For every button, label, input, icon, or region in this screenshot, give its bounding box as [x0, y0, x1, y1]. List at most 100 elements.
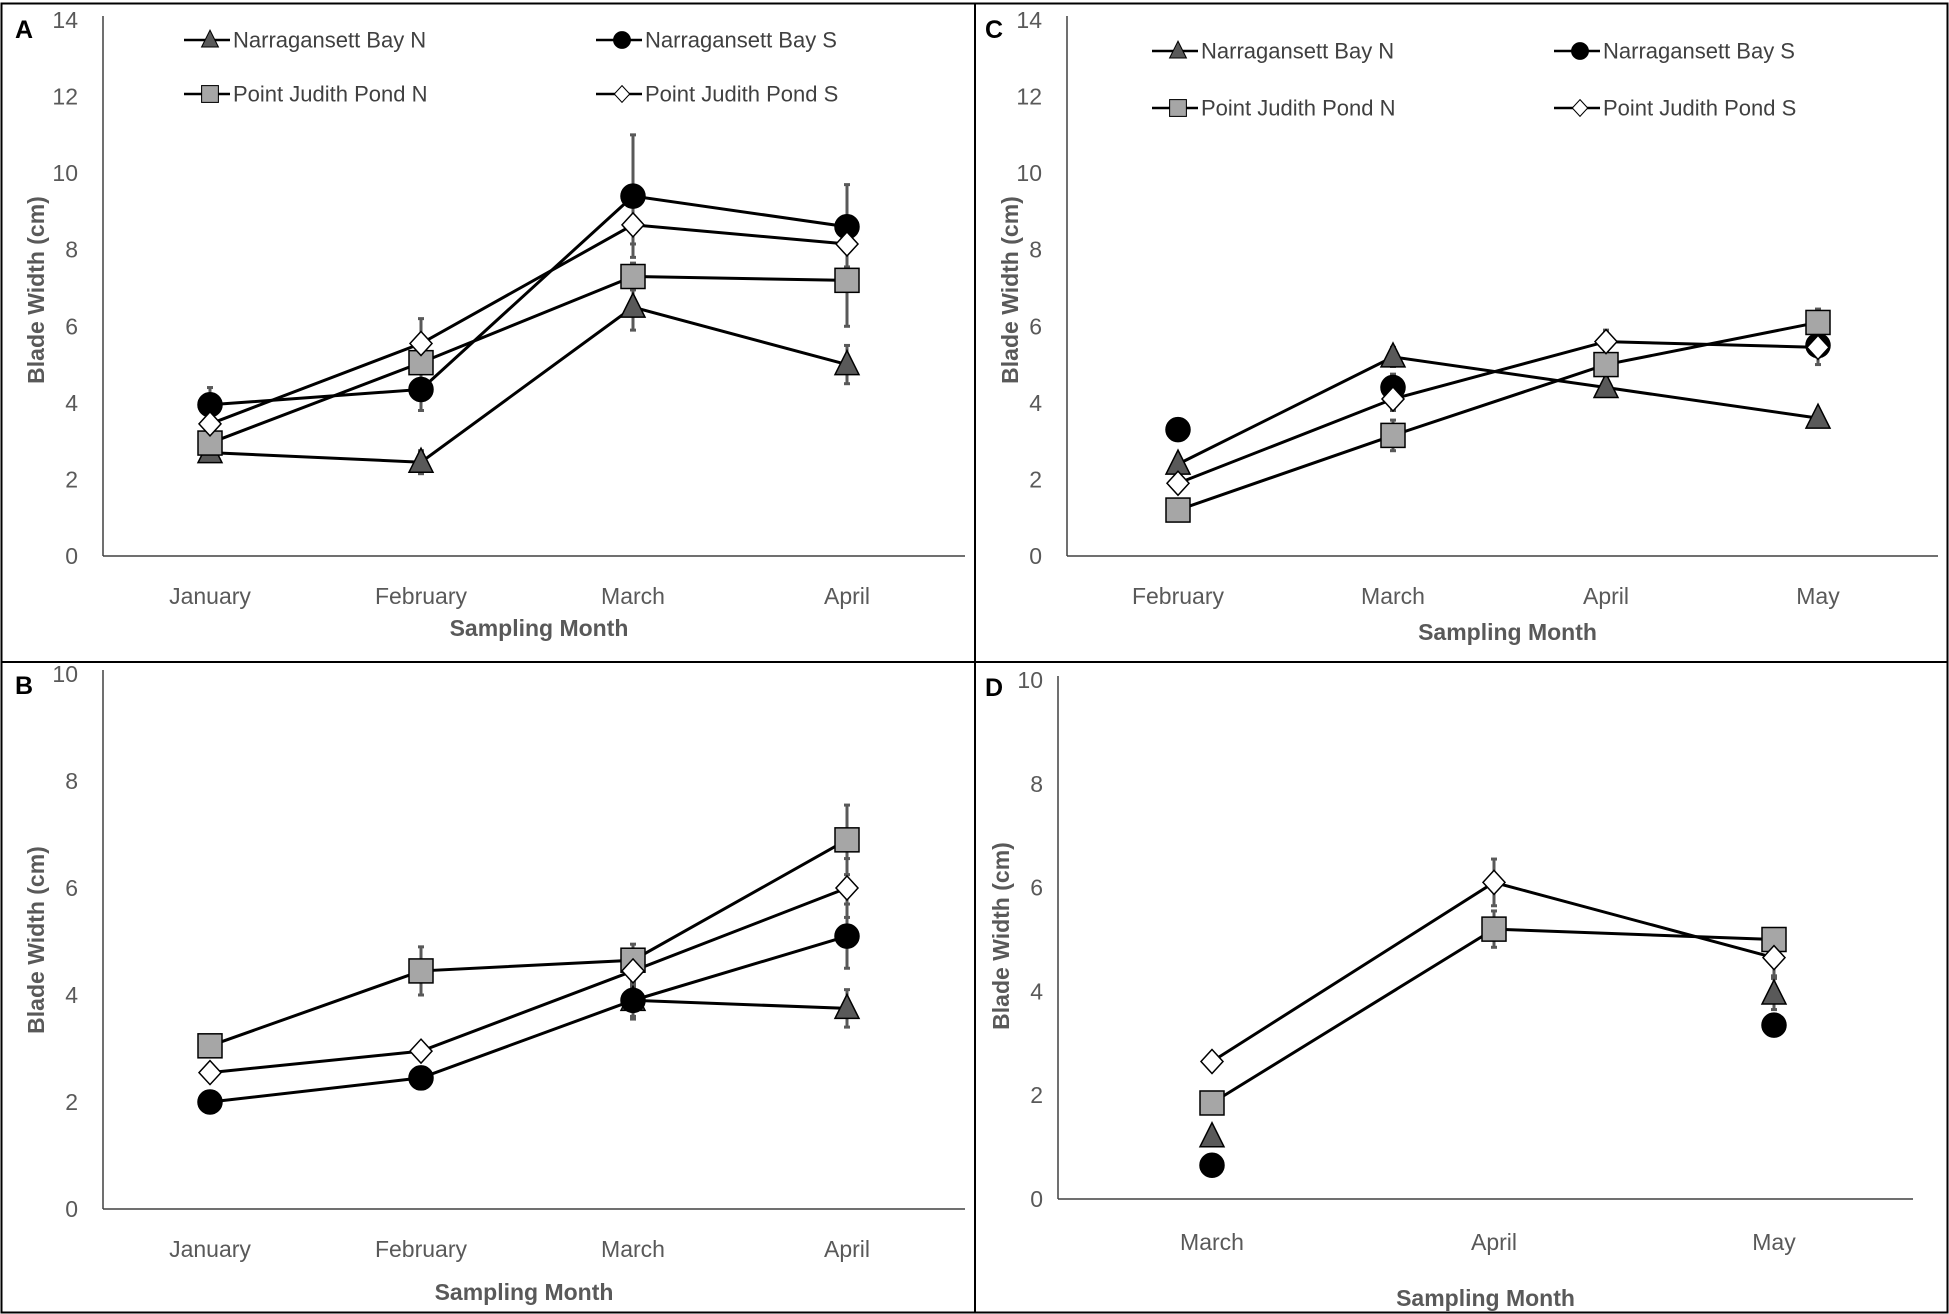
legend-label-narragansett-bay-s: Narragansett Bay S: [1603, 39, 1795, 64]
series-line-point-judith-pond-s: [209, 886, 848, 1075]
series-line-narragansett-bay-n: [632, 998, 848, 1010]
legend-label-narragansett-bay-s: Narragansett Bay S: [645, 28, 837, 53]
y-tick-label: 4: [65, 390, 78, 416]
x-axis-title: Sampling Month: [1418, 619, 1597, 645]
point-point-judith-pond-n: [620, 263, 646, 290]
legend-marker-narragansett-bay-n: [200, 29, 220, 48]
series-markers: [196, 183, 861, 473]
point-narragansett-bay-s: [834, 923, 860, 949]
panel-letter: B: [15, 672, 33, 700]
legend-marker-narragansett-bay-n: [1168, 40, 1188, 59]
legend: Narragansett Bay N Narragansett Bay S Poin…: [184, 28, 838, 107]
y-tick-label: 0: [1029, 543, 1042, 569]
y-tick-label: 2: [65, 1089, 78, 1115]
point-point-judith-pond-n: [197, 1033, 223, 1059]
y-tick-label: 0: [65, 1196, 78, 1222]
y-axis-title: Blade Width (cm): [988, 842, 1014, 1030]
legend-label-point-judith-pond-n: Point Judith Pond N: [233, 82, 427, 107]
point-point-judith-pond-s: [1761, 944, 1787, 971]
series-markers: [1164, 309, 1832, 523]
point-point-judith-pond-s: [197, 1059, 223, 1086]
legend-marker-point-judith-pond-n: [1169, 99, 1187, 117]
y-tick-label: 10: [1016, 160, 1042, 186]
legend-marker-narragansett-bay-s: [1571, 42, 1589, 60]
y-tick-label: 8: [65, 768, 78, 794]
point-point-judith-pond-s: [620, 957, 646, 985]
point-point-judith-pond-n: [1165, 497, 1191, 523]
series-line-narragansett-bay-s: [209, 194, 848, 407]
series-lines: [1177, 320, 1819, 512]
y-tick-label: 8: [1030, 771, 1043, 797]
point-point-judith-pond-n: [1199, 1090, 1225, 1116]
panel-letter: D: [985, 674, 1003, 702]
point-point-judith-pond-s: [1593, 328, 1619, 355]
series-lines: [209, 838, 848, 1104]
panels: A 0 2 4 6 8 10 12 14 January February March April Sam…: [15, 7, 1938, 1311]
y-tick-label: 4: [1029, 390, 1042, 416]
legend-marker-narragansett-bay-s: [613, 31, 631, 49]
legend-marker-point-judith-pond-s: [1571, 98, 1589, 118]
legend-label-narragansett-bay-n: Narragansett Bay N: [1201, 39, 1394, 64]
point-point-judith-pond-n: [1380, 422, 1406, 449]
y-tick-label: 4: [65, 982, 78, 1008]
y-axis-title: Blade Width (cm): [23, 846, 49, 1034]
y-tick-label: 4: [1030, 978, 1043, 1004]
x-tick-label-march: March: [1180, 1229, 1244, 1255]
point-point-judith-pond-s: [834, 230, 860, 258]
point-narragansett-bay-n: [1760, 978, 1788, 1005]
point-narragansett-bay-s: [620, 987, 646, 1014]
legend-marker-point-judith-pond-s: [613, 84, 631, 104]
x-tick-label-march: March: [601, 583, 665, 609]
point-point-judith-pond-s: [197, 410, 223, 438]
point-narragansett-bay-s: [197, 1089, 223, 1115]
series-line-point-judith-pond-s: [209, 223, 848, 426]
point-narragansett-bay-s: [620, 183, 646, 209]
y-tick-label: 0: [65, 543, 78, 569]
x-tick-label-april: April: [824, 583, 870, 609]
y-tick-label: 6: [1030, 875, 1043, 901]
y-tick-label: 12: [1016, 84, 1042, 110]
legend-marker-point-judith-pond-n: [201, 85, 219, 103]
point-point-judith-pond-s: [1165, 470, 1191, 497]
y-tick-label: 14: [1016, 7, 1042, 33]
x-tick-label-march: March: [601, 1236, 665, 1262]
series-line-point-judith-pond-s: [1177, 340, 1819, 485]
point-narragansett-bay-n: [619, 291, 647, 318]
x-tick-label-may: May: [1752, 1229, 1796, 1255]
point-narragansett-bay-n: [833, 348, 861, 376]
series-line-narragansett-bay-n: [1177, 355, 1819, 466]
series-markers: [197, 827, 861, 1115]
y-tick-label: 2: [65, 466, 78, 492]
panel-d: D 0 2 4 6 8 10 March April May Sampling Month Blade…: [985, 667, 1913, 1311]
point-point-judith-pond-n: [1805, 309, 1831, 336]
point-narragansett-bay-s: [1165, 416, 1191, 443]
point-point-judith-pond-n: [1481, 916, 1507, 942]
x-tick-label-january: January: [169, 583, 251, 609]
point-point-judith-pond-s: [408, 1038, 434, 1065]
x-tick-label-january: January: [169, 1236, 251, 1262]
x-tick-label-april: April: [824, 1236, 870, 1262]
point-narragansett-bay-s: [408, 376, 434, 403]
x-axis-title: Sampling Month: [435, 1279, 614, 1305]
x-tick-label-may: May: [1796, 583, 1840, 609]
y-tick-label: 8: [65, 237, 78, 263]
panel-a: A 0 2 4 6 8 10 12 14 January February March April Sam…: [15, 7, 965, 641]
y-tick-label: 8: [1029, 237, 1042, 263]
y-axis-title: Blade Width (cm): [23, 196, 49, 384]
point-narragansett-bay-n: [1379, 341, 1407, 368]
y-tick-label: 10: [1017, 667, 1043, 693]
y-tick-label: 6: [65, 875, 78, 901]
legend-label-narragansett-bay-n: Narragansett Bay N: [233, 28, 426, 53]
x-tick-label-february: February: [375, 583, 468, 609]
x-axis-title: Sampling Month: [1396, 1285, 1575, 1311]
legend-label-point-judith-pond-s: Point Judith Pond S: [1603, 96, 1796, 121]
series-line-narragansett-bay-s: [209, 934, 848, 1104]
point-point-judith-pond-n: [1593, 351, 1619, 378]
series-markers: [1198, 869, 1788, 1179]
point-point-judith-pond-s: [1805, 334, 1831, 361]
point-point-judith-pond-s: [408, 330, 434, 357]
y-tick-label: 14: [52, 7, 78, 33]
point-narragansett-bay-s: [408, 1065, 434, 1091]
point-narragansett-bay-n: [1198, 1121, 1226, 1148]
y-tick-label: 6: [1029, 313, 1042, 339]
